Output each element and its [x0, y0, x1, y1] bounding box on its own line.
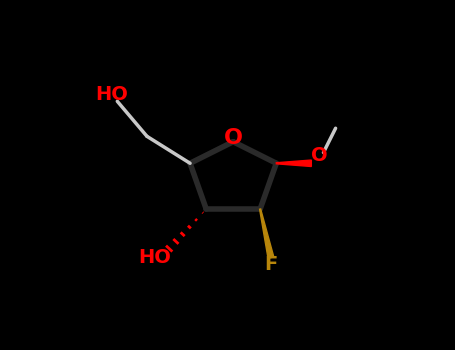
Polygon shape — [260, 209, 274, 258]
Text: HO: HO — [139, 248, 172, 267]
Text: O: O — [311, 146, 328, 165]
Polygon shape — [276, 160, 311, 167]
Text: F: F — [264, 255, 278, 274]
Text: O: O — [224, 128, 243, 148]
Text: HO: HO — [96, 85, 128, 104]
